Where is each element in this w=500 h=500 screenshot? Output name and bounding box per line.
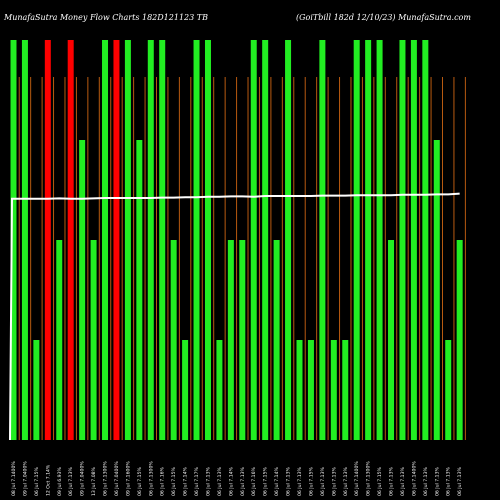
x-tick-label: 06 Jul 7.15% bbox=[263, 466, 269, 496]
money-flow-bar bbox=[250, 40, 257, 440]
x-tick-label: 06 Jul 7.15% bbox=[377, 466, 383, 496]
money-flow-bar bbox=[216, 340, 223, 440]
money-flow-bar bbox=[376, 40, 383, 440]
money-flow-bar bbox=[44, 40, 51, 440]
money-flow-bar bbox=[296, 340, 303, 440]
x-tick-label: 06 Jul 7.1400% bbox=[354, 461, 360, 496]
money-flow-bar bbox=[170, 240, 177, 440]
x-tick-label: 06 Jul 7.13% bbox=[297, 466, 303, 496]
money-flow-bar bbox=[330, 340, 337, 440]
x-tick-label: 06 Jul 7.1400% bbox=[411, 461, 417, 496]
x-tick-label: 06 Jul 7.13% bbox=[400, 466, 406, 496]
money-flow-bar bbox=[365, 40, 372, 440]
money-flow-bar bbox=[353, 40, 360, 440]
x-tick-label: 06 Jul 7.13% bbox=[240, 466, 246, 496]
money-flow-bar bbox=[10, 40, 17, 440]
x-tick-label: 13 Jul 7.08% bbox=[91, 466, 97, 496]
money-flow-bar bbox=[159, 40, 166, 440]
x-tick-label: 06 Jul 7.14% bbox=[183, 466, 189, 496]
money-flow-bar bbox=[399, 40, 406, 440]
x-tick-label: 06 Jul 7.16% bbox=[251, 466, 257, 496]
x-tick-label: 06 Jul 7.15% bbox=[171, 466, 177, 496]
x-tick-label: 06 Jul 7.14% bbox=[228, 466, 234, 496]
x-tick-label: 06 Jul 7.13% bbox=[389, 466, 395, 496]
money-flow-bar bbox=[21, 40, 28, 440]
x-tick-label: 06 Jul 7.15% bbox=[137, 466, 143, 496]
x-tick-label: 06 Jul 7.13% bbox=[68, 466, 74, 496]
x-tick-label: 09 Jul 7.1600% bbox=[125, 461, 131, 496]
x-tick-label: 06 Jul 7.13% bbox=[331, 466, 337, 496]
x-tick-label: 06 Jul 7.0400% bbox=[114, 461, 120, 496]
money-flow-bar bbox=[445, 340, 452, 440]
money-flow-bar bbox=[227, 240, 234, 440]
money-flow-bar bbox=[102, 40, 109, 440]
money-flow-bar bbox=[456, 240, 463, 440]
x-tick-label: 06 Jul 7.17% bbox=[194, 466, 200, 496]
x-tick-label: 06 Jul 7.13% bbox=[434, 466, 440, 496]
x-tick-label: 09 Jul 7.0400% bbox=[22, 461, 28, 496]
x-tick-label: 06 Jul 7.13% bbox=[423, 466, 429, 496]
x-tick-label: 09 Jul 7.0400% bbox=[80, 461, 86, 496]
money-flow-bar bbox=[56, 240, 63, 440]
money-flow-bar bbox=[204, 40, 211, 440]
x-tick-label: 08 Jul 7.1400% bbox=[11, 461, 17, 496]
money-flow-bar bbox=[113, 40, 120, 440]
money-flow-bar bbox=[342, 340, 349, 440]
x-tick-label: 06 Jul 7.15% bbox=[308, 466, 314, 496]
x-tick-label: 12 Oct 7.14% bbox=[45, 464, 51, 496]
x-tick-label: 06 Jul 7.13% bbox=[205, 466, 211, 496]
money-flow-bar bbox=[182, 340, 189, 440]
x-tick-label: 06 Jul 7.13% bbox=[446, 466, 452, 496]
x-tick-label: 06 Jul 7.14% bbox=[274, 466, 280, 496]
money-flow-bar bbox=[147, 40, 154, 440]
money-flow-bar bbox=[33, 340, 40, 440]
money-flow-bar bbox=[193, 40, 200, 440]
money-flow-bar bbox=[285, 40, 292, 440]
money-flow-bar bbox=[239, 240, 246, 440]
x-tick-label: 06 Jul 7.13% bbox=[343, 466, 349, 496]
money-flow-bar bbox=[262, 40, 269, 440]
chart-title: MunafaSutra Money Flow Charts 182D121123… bbox=[4, 13, 208, 22]
x-tick-label: 06 Jul 7.13% bbox=[286, 466, 292, 496]
money-flow-bar bbox=[433, 140, 440, 440]
chart-subtitle: (GoiTbill 182d 12/10/23) MunafaSutra.com bbox=[296, 13, 471, 22]
x-tick-label: 06 Jul 7.13% bbox=[217, 466, 223, 496]
money-flow-bar bbox=[79, 140, 86, 440]
money-flow-bar bbox=[136, 140, 143, 440]
x-tick-label: 09 Jul 6.93% bbox=[57, 466, 63, 496]
x-tick-label: 06 Jul 7.16% bbox=[160, 466, 166, 496]
x-tick-label: 06 Jul 7.1300% bbox=[366, 461, 372, 496]
money-flow-bar bbox=[124, 40, 131, 440]
money-flow-bar bbox=[90, 240, 97, 440]
x-tick-label: 06 Jul 7.1300% bbox=[103, 461, 109, 496]
x-tick-label: 06 Jul 7.13% bbox=[320, 466, 326, 496]
money-flow-bar bbox=[410, 40, 417, 440]
money-flow-bar bbox=[388, 240, 395, 440]
x-tick-label: 06 Jul 7.1300% bbox=[148, 461, 154, 496]
x-tick-label: 06 Jul 7.15% bbox=[34, 466, 40, 496]
money-flow-bar bbox=[319, 40, 326, 440]
money-flow-bar bbox=[273, 240, 280, 440]
money-flow-bar bbox=[422, 40, 429, 440]
money-flow-bar bbox=[307, 340, 314, 440]
price-line bbox=[9, 192, 460, 441]
x-tick-label: 06 Jul 7.13% bbox=[457, 466, 463, 496]
money-flow-bar bbox=[67, 40, 74, 440]
